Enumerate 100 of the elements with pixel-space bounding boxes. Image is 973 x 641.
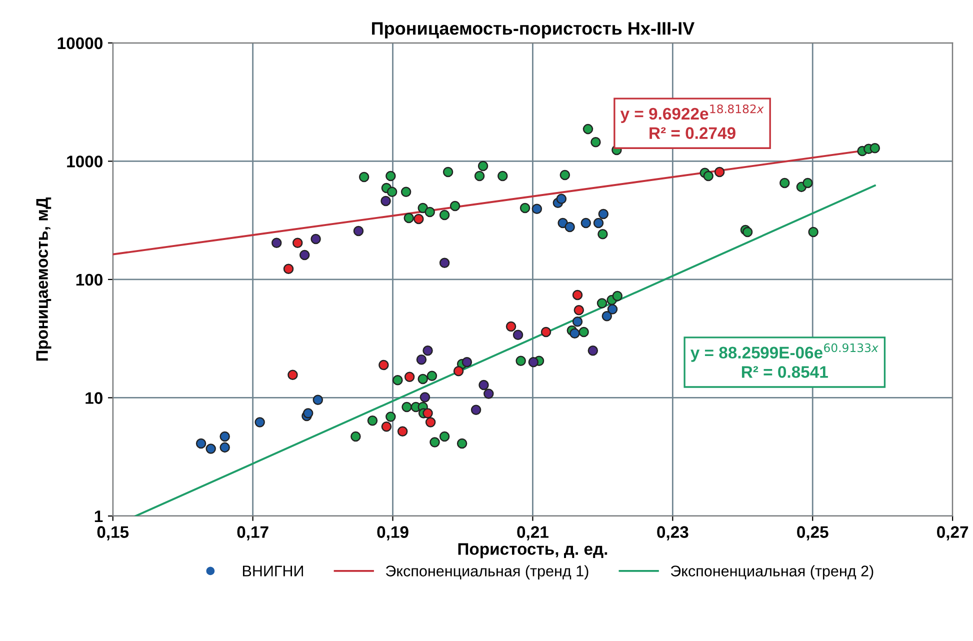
point: [870, 143, 880, 154]
point: [430, 437, 440, 448]
point: [381, 421, 392, 432]
point: [386, 412, 396, 422]
point: [703, 170, 714, 182]
point: [450, 200, 460, 212]
y-tick-label: 100: [76, 274, 102, 286]
point: [564, 222, 575, 232]
point: [220, 431, 230, 442]
point: [283, 264, 294, 274]
point: [425, 417, 436, 428]
point: [367, 416, 378, 426]
x-tick-label: 0,19: [377, 526, 408, 540]
point: [598, 228, 608, 240]
point: [254, 417, 265, 428]
point: [570, 328, 580, 339]
y-tick-label: 1000: [67, 156, 102, 168]
point: [580, 218, 592, 228]
point: [470, 404, 482, 415]
x-tick-label: 0,27: [937, 526, 968, 540]
point: [380, 196, 391, 206]
point: [598, 208, 609, 220]
legend-label: Экспоненциальная (тренд 1): [386, 565, 588, 580]
point: [714, 166, 725, 178]
x-tick-label: 0,21: [517, 526, 548, 540]
point: [532, 204, 542, 214]
x-tick-label: 0,17: [237, 526, 268, 540]
point: [400, 186, 412, 198]
legend-label: Экспоненциальная (тренд 2): [670, 565, 874, 580]
point: [540, 326, 552, 338]
point: [590, 137, 601, 148]
y-tick-label: 10: [86, 392, 102, 404]
point: [416, 354, 427, 365]
point: [498, 170, 508, 182]
point: [780, 178, 790, 188]
point: [578, 326, 589, 338]
annotation: y = 88.2599E-06e$^{60.9133x}$ R² = 0.8541: [690, 343, 878, 378]
point: [404, 372, 415, 382]
x-tick-label: 0,15: [97, 526, 129, 540]
point: [392, 374, 403, 386]
point: [808, 226, 818, 238]
point: [560, 170, 570, 180]
point: [358, 172, 370, 182]
point: [292, 238, 303, 248]
point: [572, 290, 583, 300]
point: [404, 212, 414, 224]
annotation: y = 9.6922e$^{18.8182x}$ R² = 0.2749: [620, 104, 764, 139]
point: [607, 304, 618, 314]
point: [593, 218, 604, 228]
point: [418, 374, 428, 384]
point: [512, 330, 524, 340]
point: [596, 298, 608, 308]
point: [386, 186, 398, 198]
point: [582, 124, 594, 134]
point: [424, 206, 435, 218]
point: [402, 402, 412, 412]
point: [574, 305, 584, 316]
legend-label: ВНИГНИ: [242, 566, 303, 576]
point: [386, 170, 396, 182]
point: [474, 170, 485, 182]
point: [602, 310, 612, 322]
point: [439, 431, 450, 442]
point: [520, 202, 530, 214]
point: [302, 408, 314, 418]
point: [442, 166, 454, 178]
y-axis-title: Проницаемость, мД: [36, 197, 52, 361]
x-tick-label: 0,23: [657, 526, 688, 540]
point: [220, 442, 230, 453]
point: [478, 380, 489, 390]
x-axis-title: Пористость, д. ед.: [458, 543, 608, 558]
point: [397, 426, 408, 436]
point: [353, 226, 364, 236]
point: [484, 388, 494, 399]
point: [288, 370, 298, 380]
point: [350, 431, 361, 442]
point: [310, 234, 321, 244]
point: [196, 438, 206, 449]
point: [556, 194, 567, 204]
point: [453, 366, 464, 376]
chart-title: Проницаемость-пористость Нх-III-IV: [372, 22, 694, 38]
y-tick-label: 10000: [58, 37, 102, 50]
point: [528, 357, 539, 368]
y-tick-label: 1: [94, 510, 103, 522]
point: [299, 250, 310, 260]
point: [456, 438, 468, 449]
point: [588, 346, 598, 356]
point: [414, 214, 424, 224]
point: [422, 346, 433, 356]
point: [206, 444, 216, 454]
point: [802, 178, 813, 188]
point: [462, 357, 472, 368]
point: [439, 258, 450, 268]
point: [439, 210, 450, 220]
point: [378, 360, 389, 370]
point: [506, 321, 516, 332]
point: [426, 370, 438, 382]
point: [420, 392, 430, 402]
point: [271, 238, 282, 248]
x-tick-label: 0,25: [797, 526, 828, 540]
point: [312, 394, 324, 405]
